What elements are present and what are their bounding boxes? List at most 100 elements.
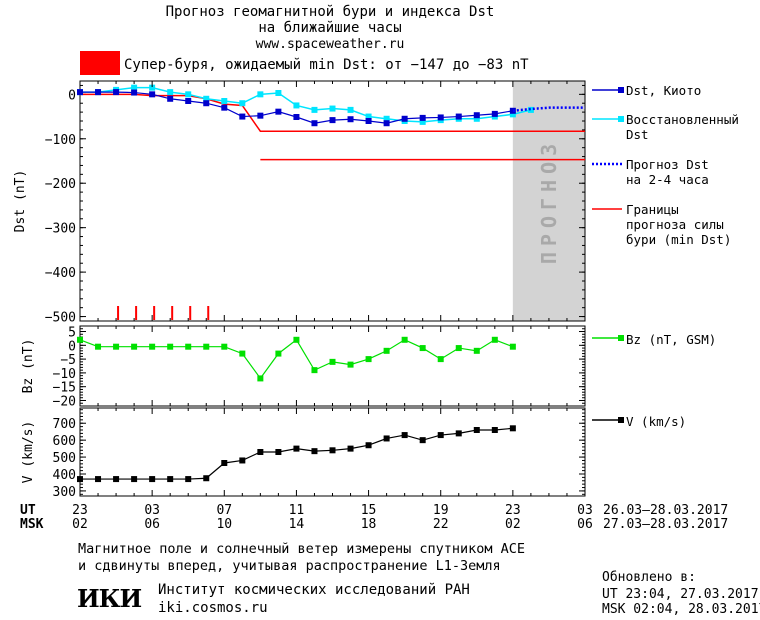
bz-point xyxy=(293,336,300,343)
bz-point xyxy=(239,350,246,357)
ut-date-range: 26.03–28.03.2017 xyxy=(603,503,729,518)
ut-tick-label: 15 xyxy=(361,503,377,518)
updated-ut: UT 23:04, 27.03.2017 xyxy=(602,587,759,602)
dst-kyoto-point xyxy=(401,115,408,122)
updated-msk: MSK 02:04, 28.03.2017 xyxy=(602,602,760,617)
bz-point xyxy=(113,343,120,350)
footer-note-line1: Магнитное поле и солнечный ветер измерен… xyxy=(78,541,526,557)
msk-tick-label: 06 xyxy=(144,517,160,530)
legend-dst-restored-1: Восстановленный xyxy=(626,112,739,127)
bz-point xyxy=(365,356,372,363)
chart-title-line2: на ближайшие часы xyxy=(258,20,402,36)
dst-kyoto-point xyxy=(203,100,210,107)
v-ytick-label: 700 xyxy=(53,417,76,432)
bz-ytick-label: 0 xyxy=(68,339,76,354)
legend-markers xyxy=(592,87,624,423)
chart-title-line1: Прогноз геомагнитной бури и индекса Dst xyxy=(165,4,495,20)
legend-dst-kyoto: Dst, Киото xyxy=(626,83,702,98)
storm-forecast-label: Супер-буря, ожидаемый min Dst: от −147 д… xyxy=(124,57,529,73)
dst-ytick-label: −200 xyxy=(45,177,76,192)
bz-point xyxy=(383,347,390,354)
dst-restored-point xyxy=(167,89,174,96)
v-line xyxy=(80,427,513,480)
legend-bounds-1: Границы xyxy=(626,202,679,217)
dst-restored-point xyxy=(347,106,354,113)
bz-point xyxy=(95,343,102,350)
dst-restored-point xyxy=(257,91,264,98)
dst-ytick-label: 0 xyxy=(68,88,76,103)
v-ytick-label: 300 xyxy=(53,485,76,500)
dst-kyoto-point xyxy=(239,113,246,120)
dst-kyoto-point xyxy=(311,120,318,127)
dst-ytick-label: −100 xyxy=(45,133,76,148)
dst-restored-point xyxy=(185,91,192,98)
dst-restored-point xyxy=(329,105,336,112)
dst-restored-point xyxy=(473,115,480,122)
v-point xyxy=(275,449,282,455)
legend-dst-restored-marker xyxy=(618,116,624,122)
legend-dst-restored-2: Dst xyxy=(626,127,649,142)
v-point xyxy=(329,447,336,454)
dst-ytick-label: −300 xyxy=(45,222,76,237)
ut-tick-label: 23 xyxy=(72,503,88,518)
legend-v: V (km/s) xyxy=(626,414,687,429)
dst-kyoto-point xyxy=(455,113,462,120)
bz-point xyxy=(257,375,264,382)
v-point xyxy=(383,435,390,442)
dst-panel: ПРОГНОЗ 0 −100 −200 −300 −400 −500 Dst (nT) xyxy=(13,80,586,326)
site-url[interactable]: www.spaceweather.ru xyxy=(255,37,405,52)
bz-point xyxy=(221,343,228,350)
dst-kyoto-point xyxy=(383,120,390,127)
legend-bounds-2: прогноза силы xyxy=(626,217,724,232)
msk-tick-label: 14 xyxy=(289,517,305,530)
dst-kyoto-point xyxy=(275,108,282,115)
v-ytick-label: 400 xyxy=(53,468,76,483)
dst-kyoto-point xyxy=(221,104,228,111)
legend-v-marker xyxy=(618,417,624,423)
v-panel: 300 400 500 600 700 V (km/s) xyxy=(21,407,586,500)
msk-tick-label: 02 xyxy=(72,517,88,530)
bz-point xyxy=(347,361,354,368)
dst-kyoto-point xyxy=(95,89,102,96)
dst-kyoto-point xyxy=(419,114,426,121)
msk-tick-label: 18 xyxy=(361,517,377,530)
dst-kyoto-point xyxy=(365,118,372,124)
msk-tick-label: 02 xyxy=(505,517,521,530)
bz-point xyxy=(149,343,156,350)
storm-bound-upper-line xyxy=(80,93,585,132)
bz-point xyxy=(311,367,318,374)
bz-point xyxy=(167,343,174,350)
v-point xyxy=(347,445,354,452)
v-point xyxy=(77,476,83,483)
iki-logo: ИКИ xyxy=(77,584,142,613)
v-point xyxy=(473,427,480,433)
dst-kyoto-point xyxy=(113,89,120,96)
dst-restored-point xyxy=(509,111,516,118)
dst-restored-point xyxy=(293,102,300,109)
dst-kyoto-point xyxy=(149,91,156,98)
institute-url[interactable]: iki.cosmos.ru xyxy=(158,600,268,616)
dst-restored-line xyxy=(80,86,532,123)
footer-note-line2: и сдвинуты вперед, учитывая распростране… xyxy=(78,558,501,574)
bz-point xyxy=(203,343,210,350)
bz-point xyxy=(131,343,138,350)
dst-frame xyxy=(79,80,586,322)
bz-ytick-label: −20 xyxy=(53,394,76,409)
dst-ylabel: Dst (nT) xyxy=(13,170,28,233)
v-point xyxy=(185,476,192,483)
v-point xyxy=(437,432,444,439)
dst-kyoto-point xyxy=(491,110,498,117)
dst-forecast-line xyxy=(512,106,585,113)
dst-restored-point xyxy=(131,84,138,91)
v-point xyxy=(113,476,120,483)
v-point xyxy=(293,445,300,452)
v-ylabel: V (km/s) xyxy=(21,421,36,484)
bz-point xyxy=(401,336,408,343)
bz-point xyxy=(509,343,516,350)
bz-ylabel: Bz (nT) xyxy=(21,339,36,394)
dst-restored-point xyxy=(239,100,246,107)
msk-tick-label: 22 xyxy=(433,517,449,530)
bz-point xyxy=(275,350,282,357)
bz-point xyxy=(419,345,426,352)
